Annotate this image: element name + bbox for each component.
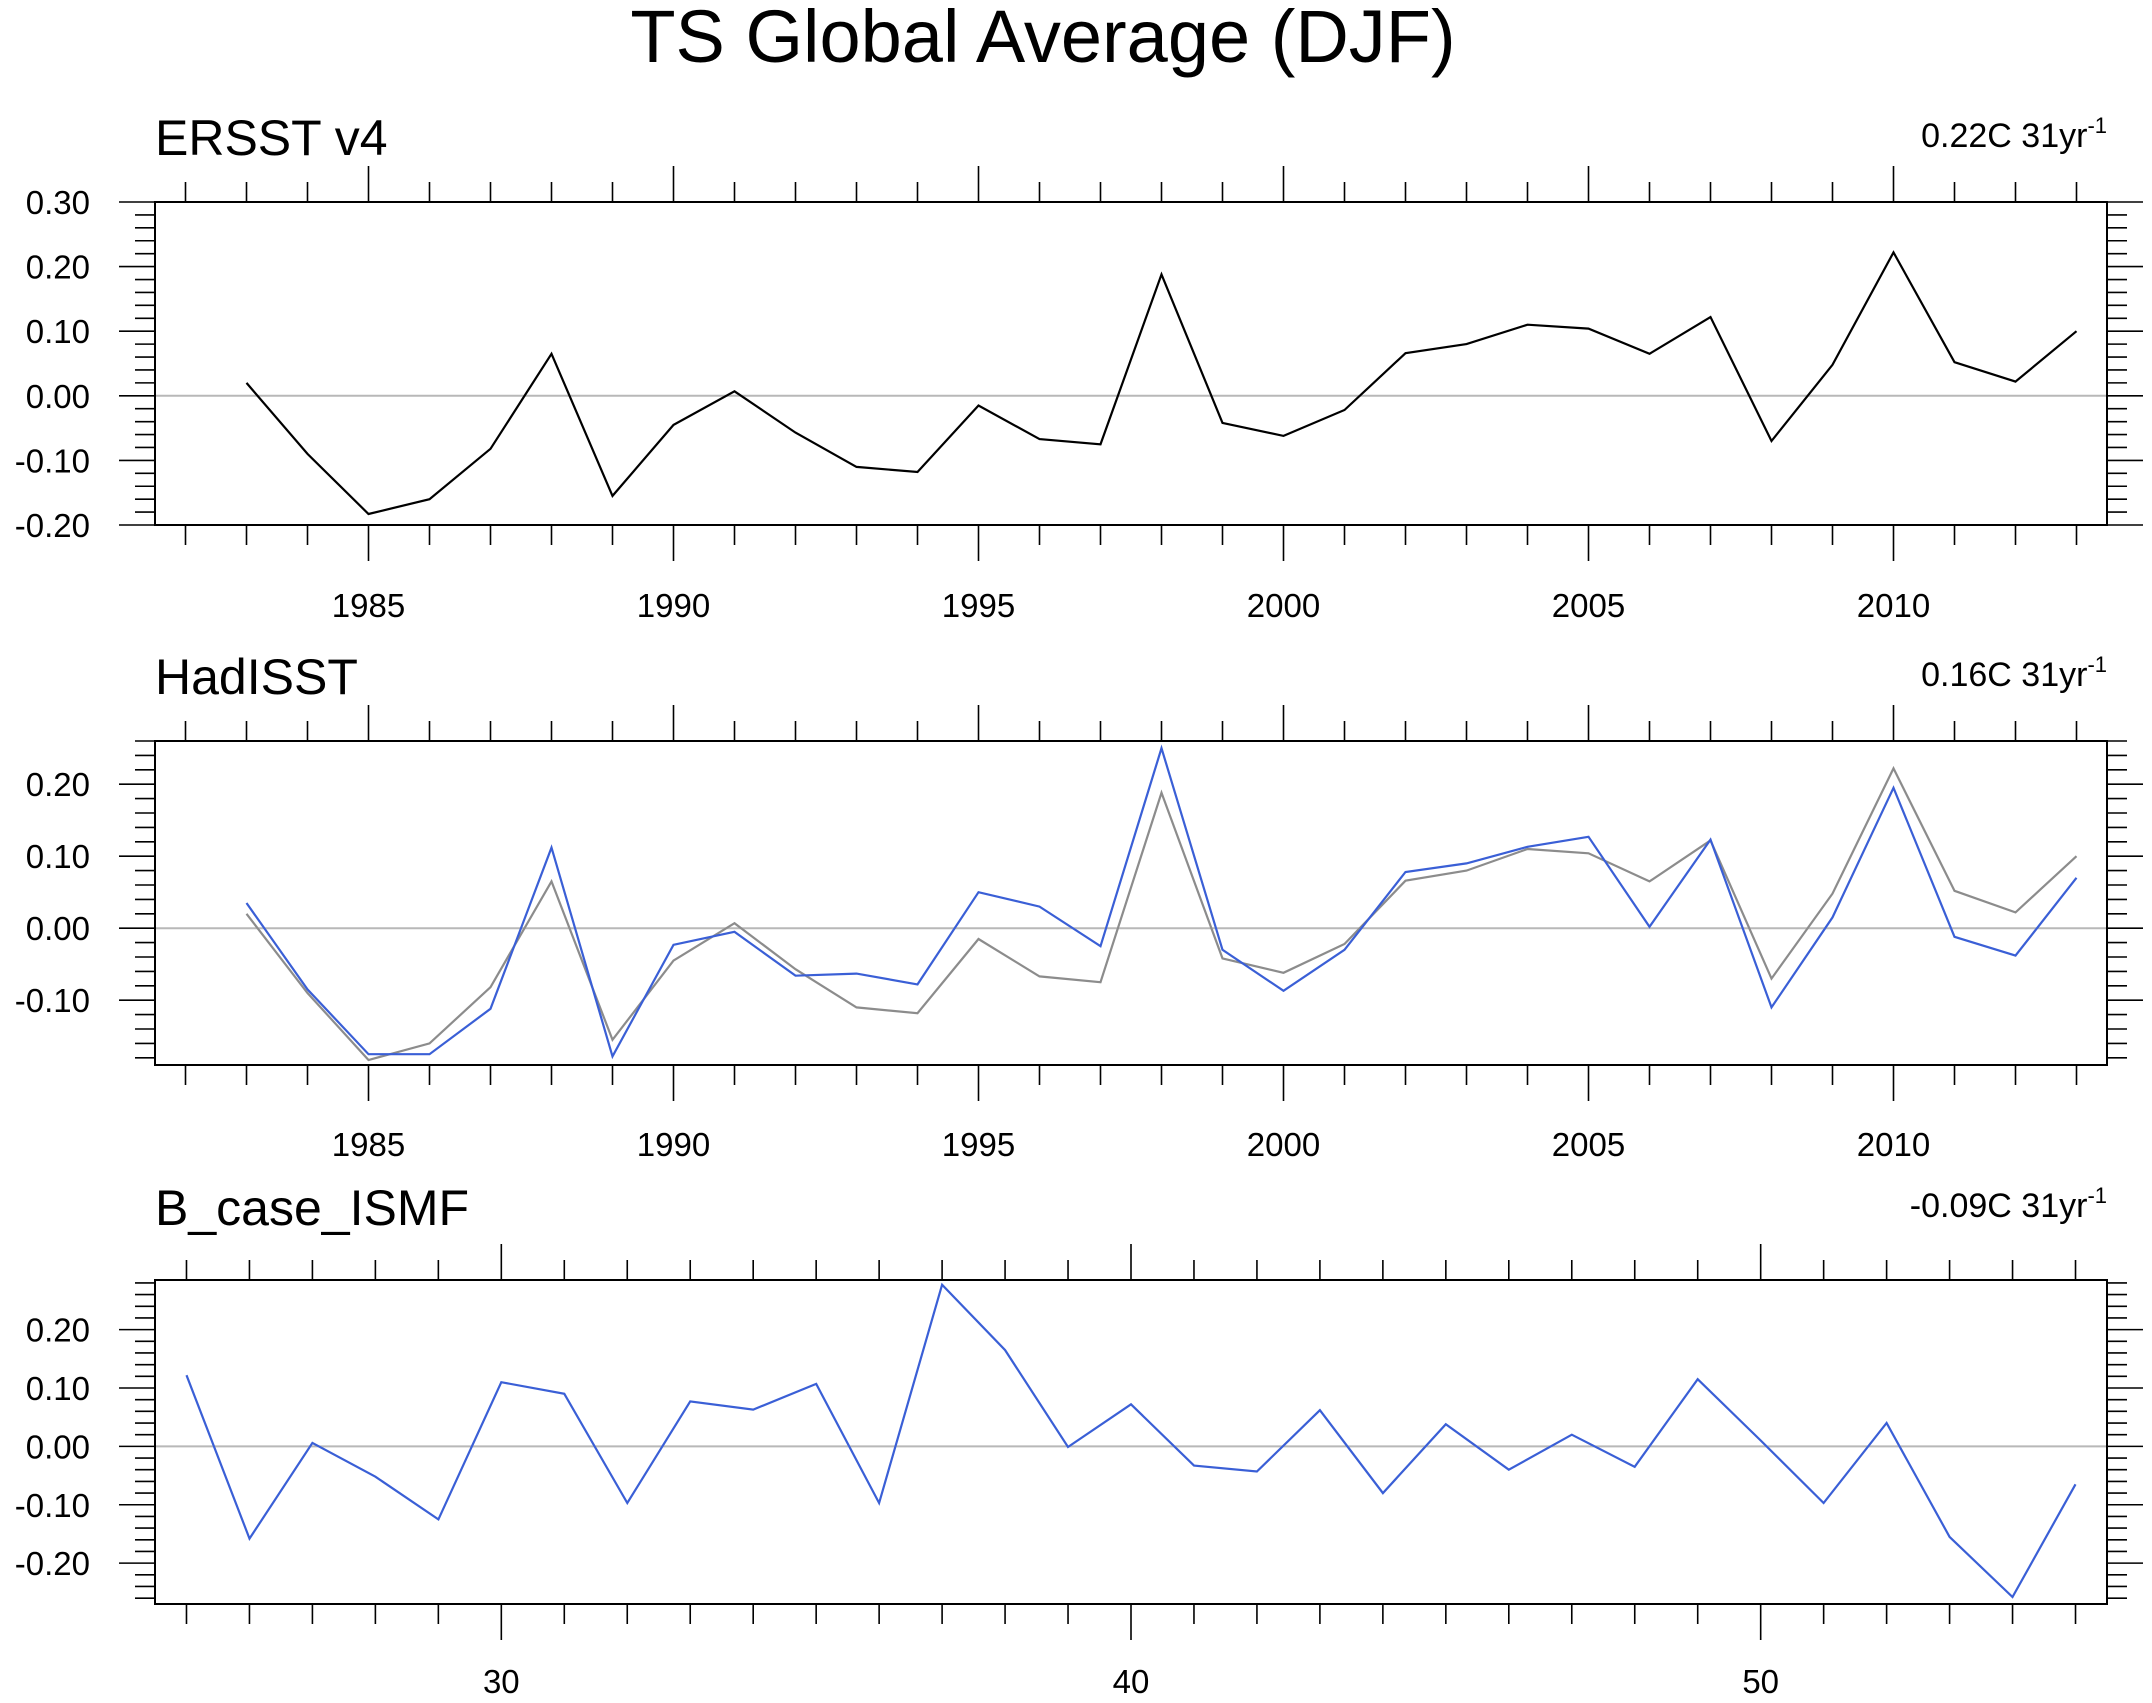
x-tick-label: 1995 xyxy=(942,587,1015,624)
trend-annotation: -0.09C 31yr-1 xyxy=(1910,1183,2107,1225)
plot-frame xyxy=(154,201,2108,526)
x-tick-label: 1985 xyxy=(332,587,405,624)
plot-frame xyxy=(154,1279,2108,1605)
x-tick-label: 2010 xyxy=(1857,587,1930,624)
panel-1: ERSST v4 0.22C 31yr-1 1985 1990 1995 2000 2005… xyxy=(15,110,2143,624)
x-tick-label: 40 xyxy=(1113,1663,1150,1700)
y-tick-label: -0.10 xyxy=(15,982,90,1019)
y-tick-label: 0.20 xyxy=(26,766,90,803)
x-tick-label: 2005 xyxy=(1552,1126,1625,1163)
y-tick-label: -0.10 xyxy=(15,442,90,479)
trend-annotation: 0.22C 31yr-1 xyxy=(1921,113,2107,155)
x-tick-label: 2000 xyxy=(1247,587,1320,624)
y-tick-label: 0.10 xyxy=(26,1370,90,1407)
plot-frame xyxy=(154,740,2108,1066)
series-line-1 xyxy=(245,765,2078,1062)
y-tick-label: 0.00 xyxy=(26,910,90,947)
y-tick-label: -0.20 xyxy=(15,507,90,544)
panel-title: B_case_ISMF xyxy=(155,1180,469,1236)
y-tick-label: 0.30 xyxy=(26,184,90,221)
figure-title: TS Global Average (DJF) xyxy=(630,0,1455,78)
panel-3: B_case_ISMF -0.09C 31yr-1 30 40 50 0.20 0.10 0.… xyxy=(15,1180,2143,1700)
x-tick-label: 1985 xyxy=(332,1126,405,1163)
y-tick-label: 0.10 xyxy=(26,838,90,875)
panels: ERSST v4 0.22C 31yr-1 1985 1990 1995 2000 2005… xyxy=(15,110,2143,1700)
x-tick-label: 2010 xyxy=(1857,1126,1930,1163)
y-tick-label: 0.00 xyxy=(26,378,90,415)
trend-annotation: 0.16C 31yr-1 xyxy=(1921,652,2107,694)
panel-2: HadISST 0.16C 31yr-1 1985 1990 1995 2000 2005 2… xyxy=(15,649,2143,1163)
panel-title: HadISST xyxy=(155,649,358,705)
y-tick-label: -0.20 xyxy=(15,1545,90,1582)
x-tick-label: 1995 xyxy=(942,1126,1015,1163)
x-tick-label: 50 xyxy=(1742,1663,1779,1700)
x-tick-label: 30 xyxy=(483,1663,520,1700)
series-line-2 xyxy=(245,744,2078,1060)
x-tick-label: 2000 xyxy=(1247,1126,1320,1163)
series-line-1 xyxy=(245,250,2078,516)
panel-title: ERSST v4 xyxy=(155,110,388,166)
y-tick-label: -0.10 xyxy=(15,1487,90,1524)
y-tick-label: 0.20 xyxy=(26,249,90,286)
y-tick-label: 0.20 xyxy=(26,1312,90,1349)
y-tick-label: 0.00 xyxy=(26,1428,90,1465)
x-tick-label: 1990 xyxy=(637,1126,710,1163)
series-line-1 xyxy=(185,1282,2077,1599)
y-tick-label: 0.10 xyxy=(26,313,90,350)
x-tick-label: 1990 xyxy=(637,587,710,624)
x-tick-label: 2005 xyxy=(1552,587,1625,624)
